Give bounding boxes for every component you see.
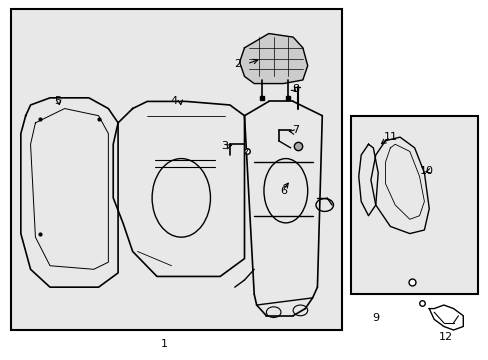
Text: 6: 6 <box>279 186 286 196</box>
Text: 11: 11 <box>383 132 397 142</box>
Text: 9: 9 <box>371 312 379 323</box>
Polygon shape <box>239 33 307 84</box>
Text: 7: 7 <box>291 125 299 135</box>
Text: 12: 12 <box>438 332 452 342</box>
FancyBboxPatch shape <box>11 9 341 330</box>
Text: 1: 1 <box>161 339 167 349</box>
Text: 2: 2 <box>233 59 240 69</box>
Text: 10: 10 <box>419 166 433 176</box>
FancyBboxPatch shape <box>351 116 477 294</box>
Text: 8: 8 <box>291 84 299 94</box>
Text: 5: 5 <box>54 96 61 107</box>
Text: 4: 4 <box>170 96 177 107</box>
Text: 3: 3 <box>221 141 228 151</box>
